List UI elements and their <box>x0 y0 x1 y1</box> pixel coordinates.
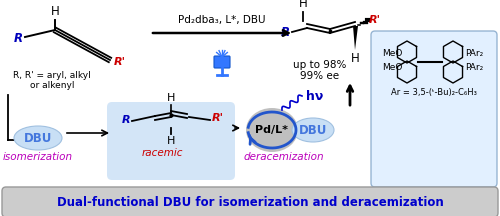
Text: Dual-functional DBU for isomerization and deracemization: Dual-functional DBU for isomerization an… <box>56 195 444 208</box>
Text: racemic: racemic <box>142 148 183 158</box>
Ellipse shape <box>246 108 298 152</box>
Text: up to 98%: up to 98% <box>294 60 346 70</box>
Text: R, R' = aryl, alkyl: R, R' = aryl, alkyl <box>13 70 91 79</box>
Text: R: R <box>14 32 23 44</box>
Text: H: H <box>167 136 175 146</box>
Text: Ar = 3,5-(ᵗ-Bu)₂-C₆H₃: Ar = 3,5-(ᵗ-Bu)₂-C₆H₃ <box>391 89 477 97</box>
Ellipse shape <box>292 118 334 142</box>
FancyBboxPatch shape <box>107 102 235 180</box>
FancyBboxPatch shape <box>214 56 230 68</box>
Text: R: R <box>281 25 290 38</box>
Text: deracemization: deracemization <box>244 152 324 162</box>
Text: MeO: MeO <box>382 64 402 73</box>
Text: DBU: DBU <box>24 132 52 145</box>
Text: DBU: DBU <box>299 124 327 137</box>
Text: H: H <box>50 5 59 18</box>
FancyBboxPatch shape <box>2 187 498 216</box>
Text: hν: hν <box>306 89 324 103</box>
Text: H: H <box>350 52 360 65</box>
Text: MeO: MeO <box>382 49 402 57</box>
Ellipse shape <box>14 126 62 150</box>
Text: isomerization: isomerization <box>3 152 73 162</box>
Text: R': R' <box>114 57 126 67</box>
Text: PAr₂: PAr₂ <box>465 64 483 73</box>
Text: Pd₂dba₃, L*, DBU: Pd₂dba₃, L*, DBU <box>178 15 266 25</box>
Text: R': R' <box>212 113 224 123</box>
Text: PAr₂: PAr₂ <box>465 49 483 57</box>
Text: R': R' <box>369 15 381 25</box>
Text: H: H <box>298 0 308 10</box>
Polygon shape <box>353 26 358 50</box>
Text: 99% ee: 99% ee <box>300 71 340 81</box>
Text: Pd/L*: Pd/L* <box>256 125 288 135</box>
Text: R: R <box>122 115 130 125</box>
Text: H: H <box>167 93 175 103</box>
Text: or alkenyl: or alkenyl <box>30 81 74 91</box>
FancyBboxPatch shape <box>371 31 497 187</box>
